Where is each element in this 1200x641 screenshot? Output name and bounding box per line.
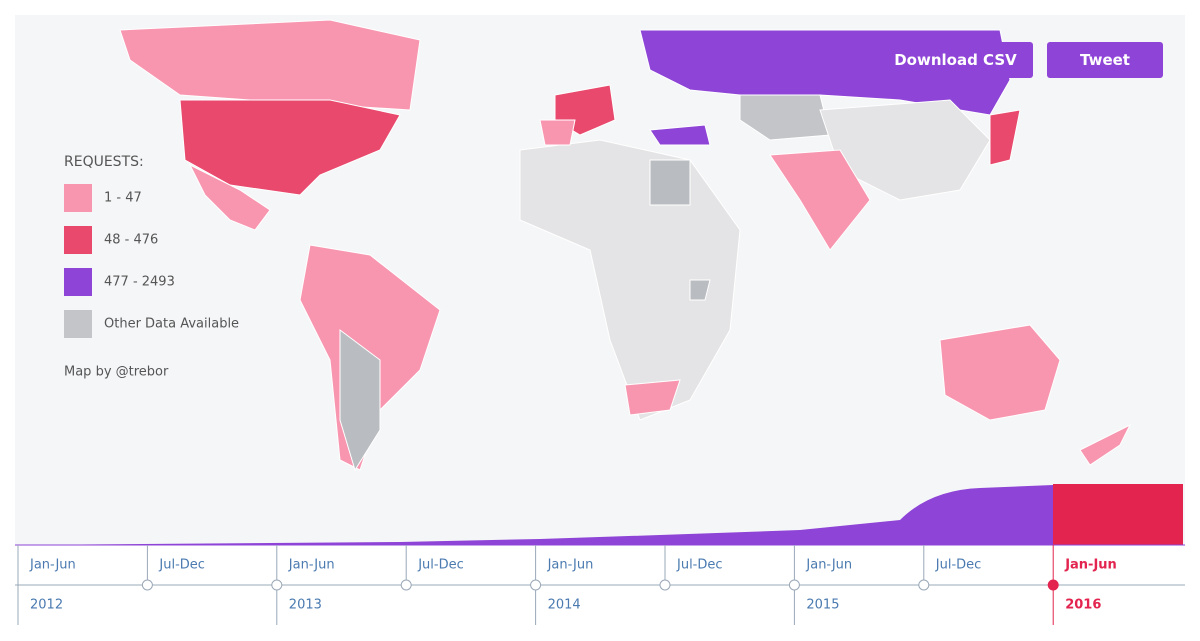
japan [989,109,1021,166]
timeline-half-label: Jan-Jun [29,558,76,573]
timeline-active-area [1053,484,1183,545]
timeline-node [788,579,800,591]
australia [939,324,1061,421]
timeline-year-label: 2015 [806,598,839,613]
egypt [649,159,691,206]
timeline-half-label: Jul-Dec [935,558,982,573]
kazakhstan [739,94,831,141]
usa [179,99,401,196]
legend-title: REQUESTS: [64,154,144,170]
timeline-node [400,579,412,591]
legend-label: 1 - 47 [104,191,142,206]
legend-label: 48 - 476 [104,233,158,248]
timeline-half-label: Jan-Jun [288,558,335,573]
africa [519,139,741,421]
timeline-year-label: 2016 [1065,598,1101,613]
legend-label: Other Data Available [104,317,239,332]
legend-swatch [64,268,92,296]
timeline-area [15,485,1053,545]
legend-swatch [64,226,92,254]
map-countries [119,19,1132,472]
india [769,149,871,251]
turkey [649,124,711,146]
timeline-node [530,579,542,591]
legend-swatch [64,310,92,338]
timeline-year-label: 2013 [289,598,322,613]
south-africa [624,379,681,416]
timeline-node [141,579,153,591]
timeline-half-label: Jan-Jun [547,558,594,573]
timeline-node [1047,579,1059,591]
credit: Map by @trebor [64,365,169,380]
timeline-half-label: Jul-Dec [676,558,723,573]
tweet-button[interactable]: Tweet [1047,42,1163,78]
timeline: Jan-Jun 2012 Jul-Dec Jan-Jun 2013 Jul-Dec Jan-… [17,545,1117,625]
kenya [689,279,711,301]
timeline-node [659,579,671,591]
timeline-half-label: Jul-Dec [417,558,464,573]
timeline-node [918,579,930,591]
argentina [339,329,381,472]
legend: REQUESTS: 1 - 47 48 - 476 477 - 2493 Other D… [64,154,239,338]
timeline-year-label: 2012 [30,598,63,613]
mexico [188,163,271,231]
download-csv-button[interactable]: Download CSV [878,42,1033,78]
timeline-node [271,579,283,591]
legend-swatch [64,184,92,212]
timeline-half-label: Jan-Jun [805,558,852,573]
timeline-year-label: 2014 [548,598,581,613]
legend-label: 477 - 2493 [104,275,175,290]
timeline-half-label: Jan-Jun [1064,558,1117,573]
new-zealand [1079,423,1132,466]
timeline-half-label: Jul-Dec [158,558,205,573]
spain [539,119,576,146]
